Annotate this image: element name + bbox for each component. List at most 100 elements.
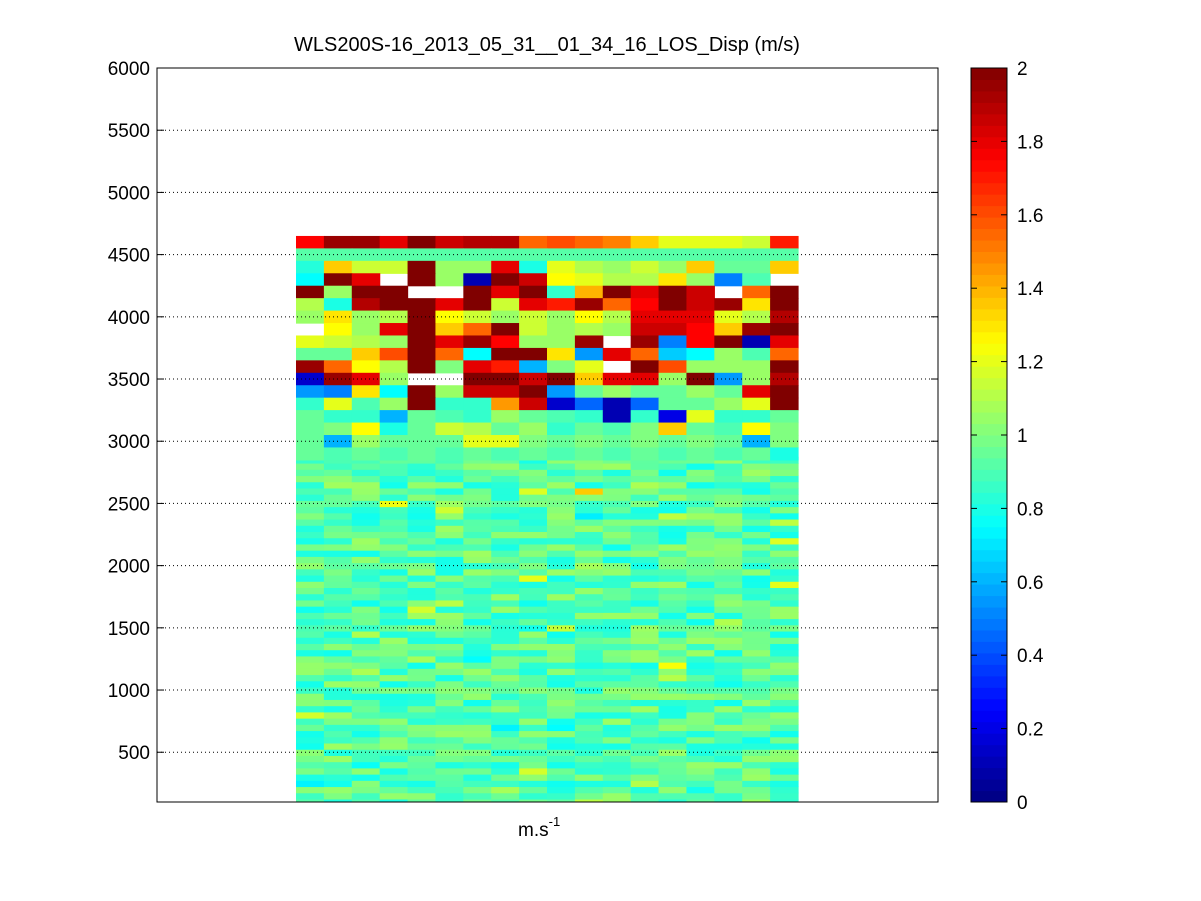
- heatmap-cell: [296, 624, 325, 632]
- heatmap-cell: [491, 599, 520, 607]
- heatmap-cell: [602, 693, 632, 700]
- heatmap-cell: [379, 606, 409, 613]
- heatmap-cell: [519, 273, 548, 287]
- heatmap-cell: [630, 668, 660, 676]
- heatmap-cells: [296, 235, 799, 802]
- heatmap-cell: [686, 718, 715, 725]
- heatmap-cell: [770, 568, 799, 576]
- heatmap-cell: [435, 705, 464, 713]
- heatmap-cell: [407, 537, 437, 545]
- heatmap-cell: [658, 506, 688, 514]
- heatmap-cell: [547, 525, 576, 533]
- heatmap-cell: [602, 643, 632, 651]
- colorbar: 0 0.2 0.4 0.6 0.8 1 1.2 1.4 1.6 1.8 2: [970, 59, 1044, 814]
- heatmap-cell: [379, 260, 409, 274]
- heatmap-cell: [519, 774, 548, 781]
- heatmap-cell: [742, 506, 771, 514]
- heatmap-cell: [630, 724, 660, 732]
- heatmap-cell: [658, 736, 688, 744]
- heatmap-cell: [547, 469, 576, 477]
- heatmap-cell: [630, 606, 660, 613]
- heatmap-cell: [379, 285, 409, 299]
- heatmap-cell: [547, 699, 576, 707]
- heatmap-cell: [547, 462, 576, 470]
- heatmap-cell: [714, 792, 743, 800]
- heatmap-cell: [714, 260, 743, 274]
- heatmap-cell: [574, 699, 604, 707]
- heatmap-cell: [686, 347, 715, 361]
- heatmap-cell: [630, 556, 660, 564]
- heatmap-cell: [323, 792, 353, 800]
- heatmap-cell: [323, 562, 353, 570]
- heatmap-cell: [714, 774, 743, 781]
- heatmap-cell: [435, 736, 464, 744]
- heatmap-cell: [519, 668, 548, 676]
- heatmap-cell: [602, 481, 632, 489]
- heatmap-cell: [742, 525, 771, 533]
- heatmap-cell: [547, 718, 576, 725]
- heatmap-cell: [407, 235, 437, 249]
- heatmap-cell: [491, 525, 520, 533]
- heatmap-cell: [519, 494, 548, 501]
- heatmap-cell: [742, 550, 771, 557]
- heatmap-cell: [491, 730, 520, 738]
- heatmap-cell: [770, 512, 799, 520]
- heatmap-cell: [574, 335, 604, 349]
- colorbar-band: [971, 343, 1007, 356]
- heatmap-cell: [351, 410, 381, 424]
- heatmap-cell: [602, 767, 632, 775]
- heatmap-cell: [714, 397, 743, 411]
- heatmap-cell: [379, 475, 409, 483]
- colorbar-band: [971, 400, 1007, 413]
- heatmap-cell: [463, 612, 492, 620]
- heatmap-cell: [435, 630, 464, 638]
- heatmap-cell: [351, 730, 381, 738]
- heatmap-cell: [714, 235, 743, 249]
- heatmap-cell: [742, 668, 771, 676]
- heatmap-cell: [742, 422, 771, 436]
- heatmap-cell: [658, 655, 688, 663]
- heatmap-cell: [435, 494, 464, 501]
- heatmap-cell: [379, 786, 409, 794]
- heatmap-cell: [770, 761, 799, 769]
- heatmap-cell: [630, 680, 660, 688]
- heatmap-cell: [547, 537, 576, 545]
- heatmap-cell: [463, 506, 492, 514]
- heatmap-cell: [630, 235, 660, 249]
- heatmap-cell: [742, 705, 771, 713]
- heatmap-cell: [658, 668, 688, 676]
- heatmap-cell: [491, 506, 520, 514]
- heatmap-cell: [686, 668, 715, 676]
- heatmap-cell: [574, 494, 604, 501]
- heatmap-cell: [686, 568, 715, 576]
- heatmap-cell: [547, 668, 576, 676]
- heatmap-cell: [491, 260, 520, 274]
- heatmap-cell: [463, 593, 492, 601]
- heatmap-cell: [686, 512, 715, 520]
- heatmap-cell: [602, 674, 632, 682]
- heatmap-cell: [323, 618, 353, 626]
- heatmap-cell: [435, 587, 464, 595]
- heatmap-cell: [463, 347, 492, 361]
- heatmap-cell: [630, 786, 660, 794]
- heatmap-cell: [686, 422, 715, 436]
- heatmap-cell: [770, 422, 799, 436]
- heatmap-cell: [742, 273, 771, 287]
- heatmap-cell: [379, 568, 409, 576]
- heatmap-cell: [547, 335, 576, 349]
- heatmap-cell: [351, 335, 381, 349]
- colorbar-band: [971, 457, 1007, 470]
- heatmap-cell: [770, 323, 799, 337]
- heatmap-cell: [742, 643, 771, 651]
- heatmap-cell: [435, 786, 464, 794]
- heatmap-cell: [296, 531, 325, 539]
- heatmap-cell: [296, 574, 325, 582]
- heatmap-cell: [742, 655, 771, 663]
- colorbar-band: [971, 446, 1007, 459]
- heatmap-cell: [323, 500, 353, 508]
- heatmap-cell: [686, 562, 715, 570]
- heatmap-cell: [351, 761, 381, 769]
- heatmap-cell: [686, 599, 715, 607]
- heatmap-cell: [351, 736, 381, 744]
- heatmap-cell: [519, 347, 548, 361]
